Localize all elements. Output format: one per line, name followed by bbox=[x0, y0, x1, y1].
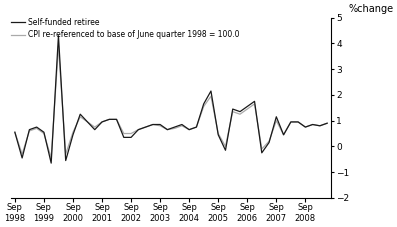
Text: %change: %change bbox=[348, 4, 393, 14]
Legend: Self-funded retiree, CPI re-referenced to base of June quarter 1998 = 100.0: Self-funded retiree, CPI re-referenced t… bbox=[11, 18, 239, 39]
